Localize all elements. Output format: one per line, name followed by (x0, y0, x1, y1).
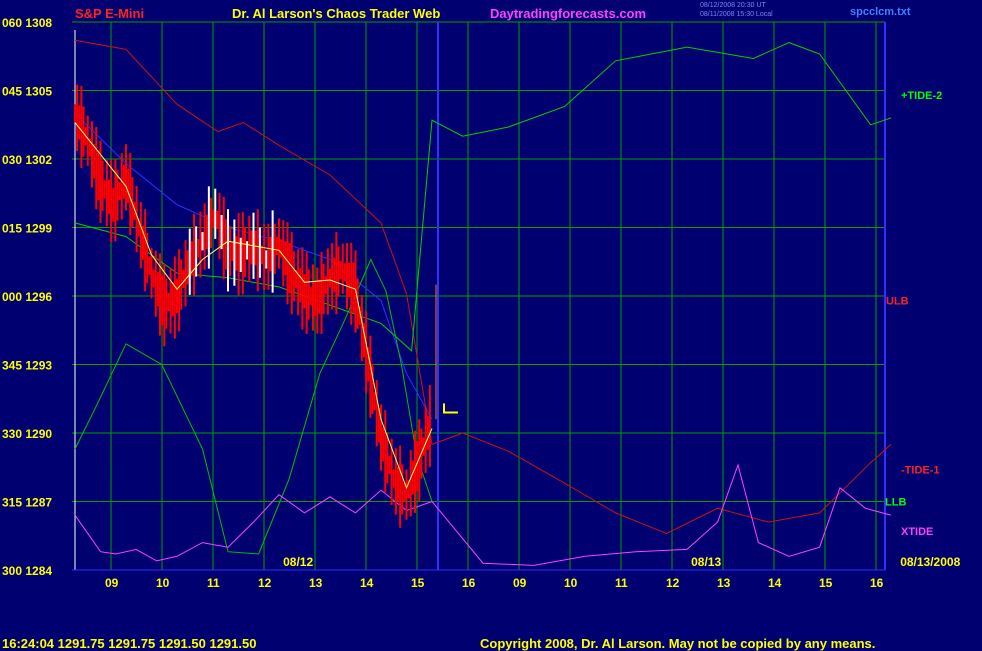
x-tick-label: 11 (615, 576, 628, 590)
y-tick-label: 345 1293 (2, 359, 52, 373)
data-filename: spcclcm.txt (850, 6, 911, 18)
x-tick-label: 09 (105, 576, 119, 590)
x-tick-label: 12 (258, 576, 272, 590)
copyright-notice: Copyright 2008, Dr. Al Larson. May not b… (480, 636, 876, 651)
x-tick-label: 10 (156, 576, 170, 590)
x-tick-label: 11 (207, 576, 220, 590)
date-marker: 08/12 (283, 555, 313, 569)
x-tick-label: 13 (717, 576, 731, 590)
tide2-line (74, 42, 892, 352)
series-label: -TIDE-1 (901, 465, 940, 477)
y-tick-label: 330 1290 (2, 427, 52, 441)
llb-line (74, 258, 433, 555)
y-tick-label: 000 1296 (2, 290, 52, 304)
x-tick-label: 10 (564, 576, 578, 590)
moving-average-line (74, 122, 433, 490)
chart-series (74, 39, 892, 566)
last-quote: 16:24:04 1291.75 1291.75 1291.50 1291.50 (2, 636, 257, 651)
site-title: Dr. Al Larson's Chaos Trader Web (232, 6, 441, 21)
x-tick-label: 12 (666, 576, 680, 590)
series-label: LLB (885, 497, 906, 509)
ulb-line (74, 39, 892, 535)
x-tick-label: 15 (819, 576, 833, 590)
y-tick-label: 315 1287 (2, 496, 52, 510)
date-line-1: 08/12/2008 20:30 UT (700, 2, 766, 9)
y-tick-label: 300 1284 (2, 564, 52, 578)
y-tick-label: 045 1305 (2, 85, 52, 99)
date-line-2: 08/11/2008 15:30 Local (700, 11, 773, 18)
xtide-line (74, 463, 892, 566)
last-price-marker (443, 403, 458, 414)
series-label: ULB (886, 296, 909, 308)
site-url-link[interactable]: Daytradingforecasts.com (490, 6, 647, 21)
y-tick-label: 060 1308 (2, 16, 52, 30)
series-label: +TIDE-2 (901, 90, 942, 102)
x-tick-label: 16 (462, 576, 476, 590)
series-label: XTIDE (901, 526, 933, 538)
x-tick-label: 14 (360, 576, 374, 590)
instrument-title: S&P E-Mini (75, 6, 145, 21)
date-marker: 08/13/2008 (900, 555, 960, 569)
y-tick-label: 015 1299 (2, 222, 52, 236)
x-tick-label: 15 (411, 576, 425, 590)
x-tick-label: 13 (309, 576, 323, 590)
chart-labels: 060 1308 045 1305 030 1302 015 1299 000 1296… (2, 16, 961, 590)
x-tick-label: 16 (870, 576, 884, 590)
y-tick-label: 030 1302 (2, 153, 52, 167)
x-tick-label: 14 (768, 576, 782, 590)
x-tick-label: 09 (513, 576, 527, 590)
date-marker: 08/13 (691, 555, 721, 569)
